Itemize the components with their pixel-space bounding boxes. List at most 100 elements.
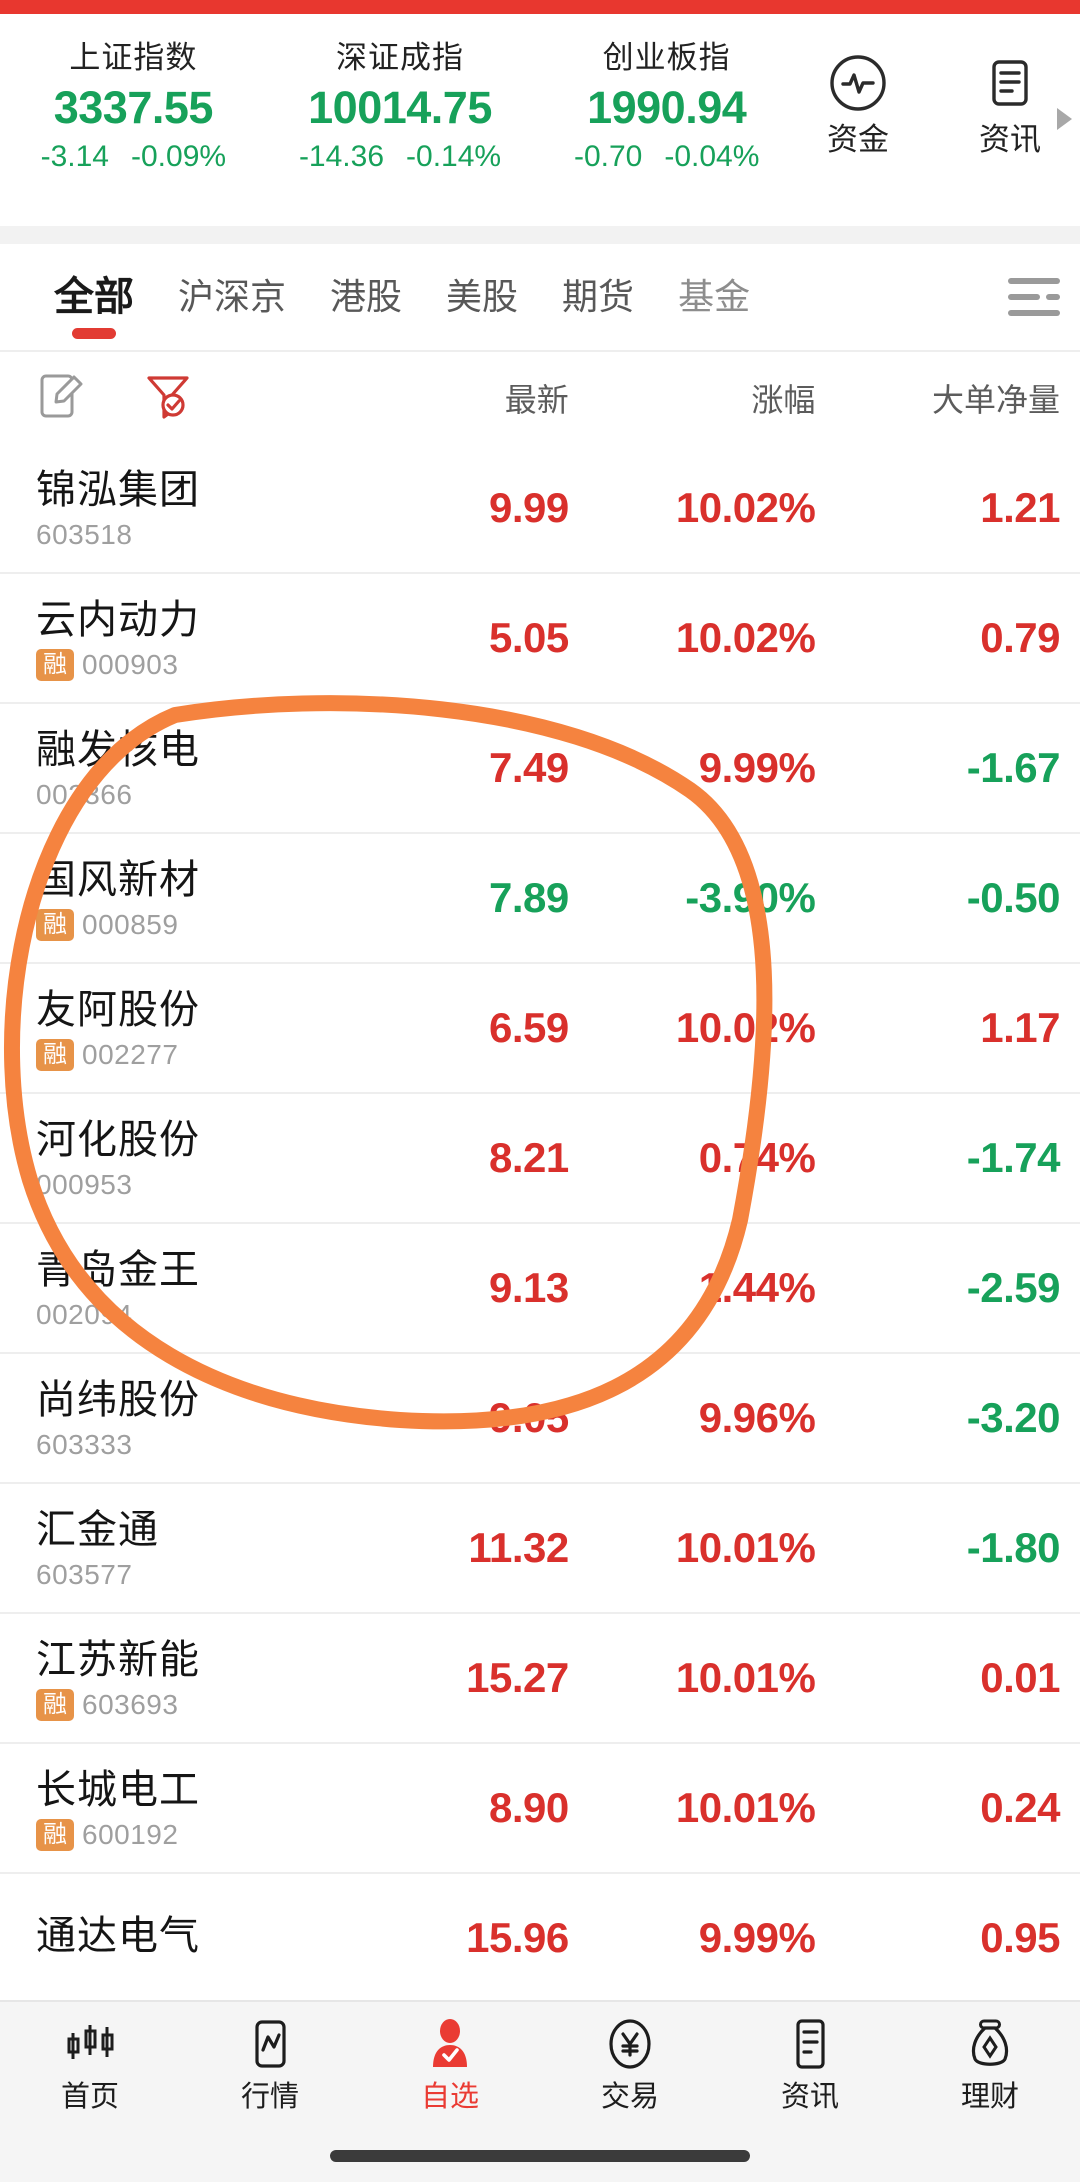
nav-label: 行情: [240, 2081, 299, 2113]
stock-change-pct: 10.01%: [675, 1784, 816, 1831]
stock-code-line: 002094: [36, 1299, 362, 1331]
index-name: 创业板指: [602, 40, 731, 75]
nav-item-finance[interactable]: 理财: [900, 2014, 1080, 2134]
tab-a-shares[interactable]: 沪深京: [156, 269, 308, 325]
stock-name: 河化股份: [36, 1118, 200, 1162]
stock-identity: 国风新材融 000859: [36, 855, 362, 941]
column-header-net[interactable]: 大单净量: [931, 382, 1060, 418]
stock-name: 尚纬股份: [36, 1378, 200, 1422]
tab-futures[interactable]: 期货: [540, 269, 656, 325]
stock-price: 15.27: [466, 1654, 569, 1701]
home-indicator[interactable]: [330, 2150, 750, 2162]
document-lines-icon: [781, 2014, 839, 2074]
stock-net-volume: 1.17: [980, 1004, 1060, 1051]
index-cell-chinext[interactable]: 创业板指 1990.94 -0.70 -0.04%: [533, 36, 800, 178]
menu-line: [1008, 294, 1060, 300]
stock-code-line: 603518: [36, 519, 362, 551]
nav-item-quotes[interactable]: 行情: [180, 2014, 360, 2134]
tab-funds[interactable]: 基金: [656, 269, 772, 325]
stock-code: 600192: [82, 1819, 179, 1850]
nav-item-trade[interactable]: 交易: [540, 2014, 720, 2134]
stock-code-line: 融 603693: [36, 1689, 362, 1721]
nav-label: 首页: [60, 2081, 119, 2113]
table-row[interactable]: 友阿股份融 002277 6.59 10.02% 1.17: [0, 964, 1080, 1094]
yuan-circle-icon: [601, 2014, 659, 2074]
table-row[interactable]: 融发核电 002366 7.49 9.99% -1.67: [0, 704, 1080, 834]
stock-identity: 尚纬股份 603333: [36, 1375, 362, 1461]
nav-item-home[interactable]: 首页: [0, 2014, 180, 2134]
stock-name: 锦泓集团: [36, 468, 200, 512]
hamburger-menu-icon[interactable]: [1006, 274, 1062, 320]
stock-price: 9.13: [488, 1264, 569, 1311]
chevron-right-icon[interactable]: [1057, 108, 1072, 130]
index-change-pct: -0.04%: [664, 140, 760, 173]
index-value: 3337.55: [53, 82, 214, 133]
nav-label: 资讯: [780, 2081, 839, 2113]
stock-change-pct: 10.01%: [675, 1524, 816, 1571]
table-row[interactable]: 通达电气 15.96 9.99% 0.95: [0, 1874, 1080, 2004]
table-row[interactable]: 江苏新能融 603693 15.27 10.01% 0.01: [0, 1614, 1080, 1744]
table-row[interactable]: 尚纬股份 603333 9.05 9.96% -3.20: [0, 1354, 1080, 1484]
stock-price: 8.90: [488, 1784, 569, 1831]
table-row[interactable]: 汇金通 603577 11.32 10.01% -1.80: [0, 1484, 1080, 1614]
table-row[interactable]: 长城电工融 600192 8.90 10.01% 0.24: [0, 1744, 1080, 1874]
stock-price: 5.05: [488, 614, 569, 661]
nav-label: 交易: [600, 2081, 659, 2113]
index-name: 上证指数: [69, 40, 198, 75]
stock-net-volume: -0.50: [966, 874, 1061, 921]
edit-note-icon[interactable]: [36, 370, 88, 427]
tab-label: 基金: [678, 276, 751, 317]
stock-change-pct: 10.02%: [675, 484, 816, 531]
index-summary-group[interactable]: 上证指数 3337.55 -3.14 -0.09% 深证成指 10014.75 …: [0, 36, 800, 178]
stock-code-line: 603577: [36, 1559, 362, 1591]
stock-identity: 长城电工融 600192: [36, 1765, 362, 1851]
stock-name: 长城电工: [36, 1768, 200, 1812]
filter-funnel-check-icon[interactable]: [142, 370, 194, 427]
header-funds-button[interactable]: 资金: [802, 50, 914, 162]
stock-code: 002277: [82, 1039, 179, 1070]
bottom-navigation: 首页 行情 自选: [0, 2000, 1080, 2182]
stock-code-line: 002366: [36, 779, 362, 811]
stock-price: 7.49: [488, 744, 569, 791]
nav-item-news[interactable]: 资讯: [720, 2014, 900, 2134]
stock-net-volume: -1.74: [966, 1134, 1061, 1181]
margin-trading-badge: 融: [36, 1689, 74, 1721]
stock-net-volume: 0.01: [980, 1654, 1060, 1701]
stock-code: 603693: [82, 1689, 179, 1720]
column-header-price[interactable]: 最新: [504, 382, 569, 418]
stock-identity: 江苏新能融 603693: [36, 1635, 362, 1721]
table-row[interactable]: 青岛金王 002094 9.13 1.44% -2.59: [0, 1224, 1080, 1354]
menu-line: [1008, 278, 1060, 284]
nav-label: 理财: [960, 2081, 1019, 2113]
column-header-change[interactable]: 涨幅: [751, 382, 816, 418]
tab-us-stocks[interactable]: 美股: [424, 269, 540, 325]
table-row[interactable]: 河化股份 000953 8.21 0.74% -1.74: [0, 1094, 1080, 1224]
stock-name: 融发核电: [36, 728, 200, 772]
table-row[interactable]: 锦泓集团 603518 9.99 10.02% 1.21: [0, 444, 1080, 574]
index-cell-shenzhen[interactable]: 深证成指 10014.75 -14.36 -0.14%: [267, 36, 534, 178]
tabs-separator: [0, 350, 1080, 352]
stock-price: 9.05: [488, 1394, 569, 1441]
stock-code-line: 000953: [36, 1169, 362, 1201]
tab-hk-stocks[interactable]: 港股: [308, 269, 424, 325]
stock-net-volume: -3.20: [966, 1394, 1061, 1441]
header-news-button[interactable]: 资讯: [954, 50, 1066, 162]
stock-identity: 融发核电 002366: [36, 725, 362, 811]
stock-change-pct: 9.96%: [698, 1394, 816, 1441]
stock-identity: 通达电气: [36, 1911, 362, 1965]
index-change: -0.70: [573, 140, 643, 173]
index-value: 1990.94: [587, 82, 747, 133]
nav-item-watchlist[interactable]: 自选: [360, 2014, 540, 2134]
table-row[interactable]: 云内动力融 000903 5.05 10.02% 0.79: [0, 574, 1080, 704]
table-row[interactable]: 国风新材融 000859 7.89 -3.90% -0.50: [0, 834, 1080, 964]
list-column-header: 最新 涨幅 大单净量: [0, 352, 1080, 444]
stock-net-volume: 0.24: [980, 1784, 1060, 1831]
phone-chart-icon: [241, 2014, 299, 2074]
header-action-label: 资金: [827, 122, 889, 157]
bottom-nav-items: 首页 行情 自选: [0, 2002, 1080, 2134]
menu-line: [1008, 310, 1060, 316]
tab-all[interactable]: 全部: [32, 269, 156, 339]
header-divider: [0, 226, 1080, 244]
index-cell-shanghai[interactable]: 上证指数 3337.55 -3.14 -0.09%: [0, 36, 267, 178]
